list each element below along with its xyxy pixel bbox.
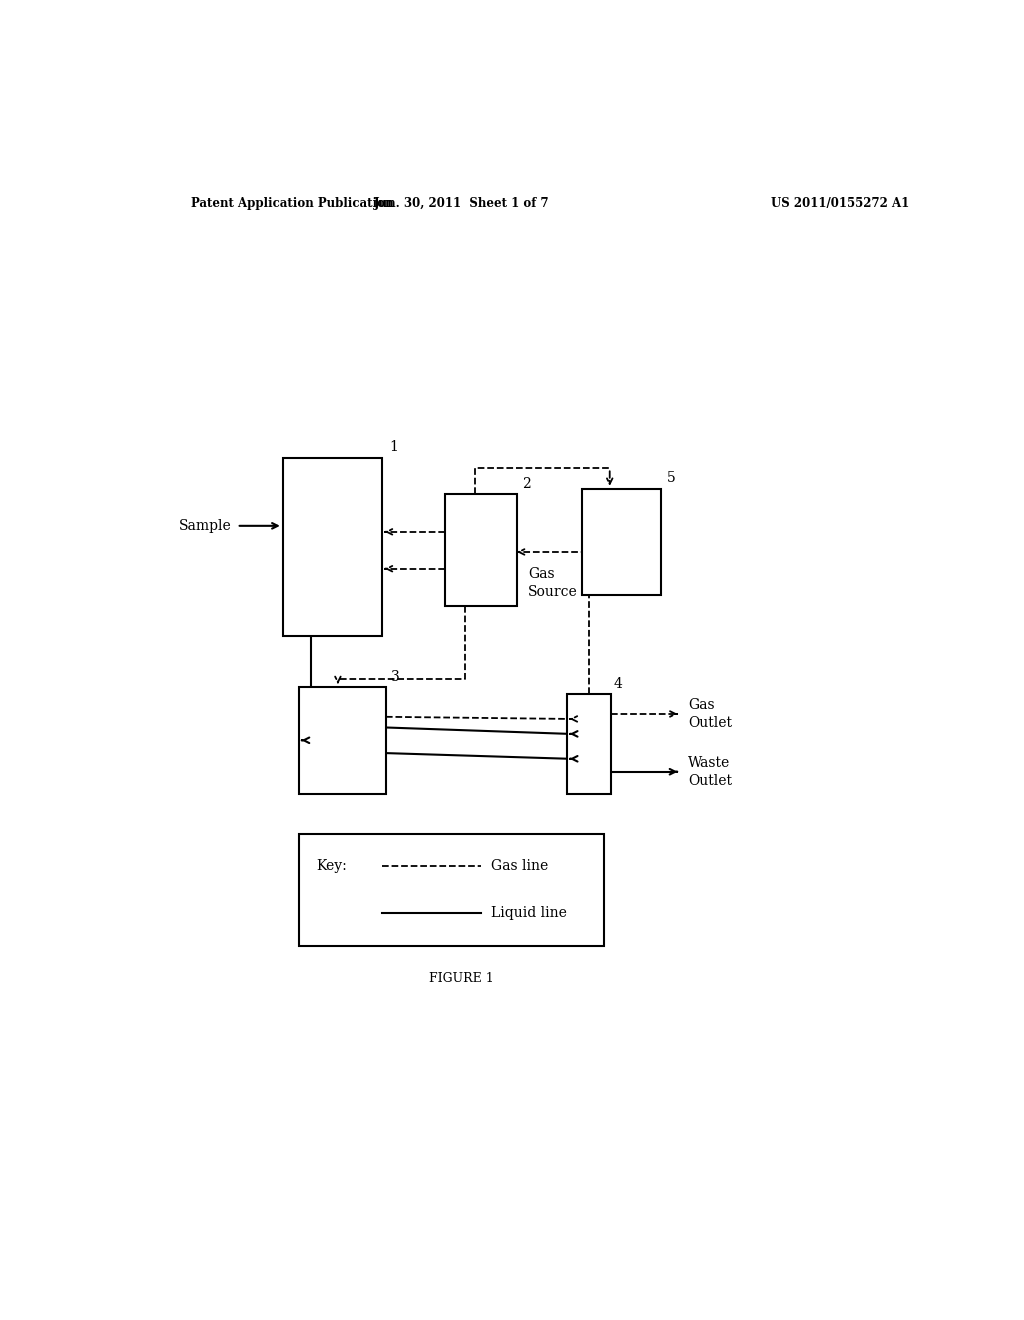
Text: Patent Application Publication: Patent Application Publication — [191, 197, 394, 210]
Text: Jun. 30, 2011  Sheet 1 of 7: Jun. 30, 2011 Sheet 1 of 7 — [374, 197, 549, 210]
Text: Gas line: Gas line — [490, 858, 548, 873]
Bar — [299, 686, 386, 793]
Text: 1: 1 — [389, 440, 398, 454]
Text: Waste
Outlet: Waste Outlet — [688, 755, 732, 788]
Text: Sample: Sample — [179, 519, 232, 533]
Text: FIGURE 1: FIGURE 1 — [429, 972, 494, 985]
Text: 5: 5 — [667, 471, 676, 484]
Text: 2: 2 — [522, 477, 531, 491]
Text: Liquid line: Liquid line — [490, 906, 566, 920]
Text: 4: 4 — [613, 677, 623, 690]
Bar — [283, 458, 382, 636]
Text: Gas
Source: Gas Source — [528, 568, 578, 599]
Text: 3: 3 — [391, 669, 400, 684]
Text: US 2011/0155272 A1: US 2011/0155272 A1 — [771, 197, 909, 210]
Text: Key:: Key: — [316, 858, 347, 873]
Bar — [299, 834, 604, 946]
Text: Gas
Outlet: Gas Outlet — [688, 698, 732, 730]
Bar — [445, 494, 517, 606]
Bar — [567, 694, 610, 793]
Bar — [582, 488, 662, 595]
